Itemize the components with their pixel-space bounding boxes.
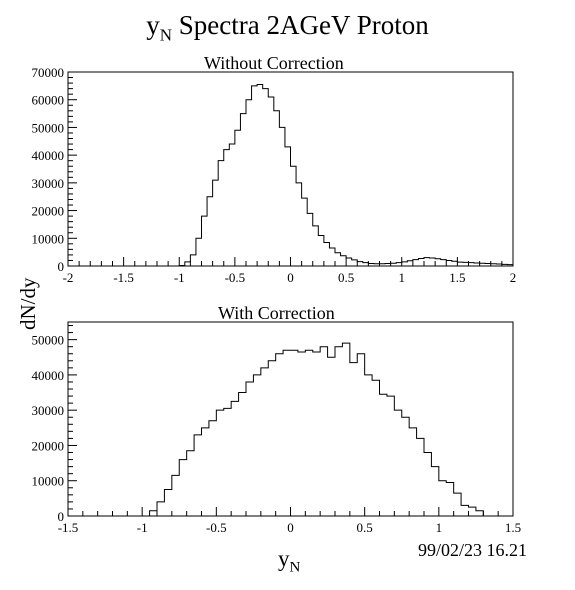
top-y-tick-label: 40000 <box>32 148 65 163</box>
top-x-tick-label: -1.5 <box>113 270 134 285</box>
bottom-frame <box>67 321 514 517</box>
figure-title: yN Spectra 2AGeV Proton <box>146 10 429 45</box>
bottom-panel-title: With Correction <box>218 303 335 323</box>
bottom-x-tick-label: 1 <box>436 520 443 535</box>
top-x-tick-label: 0.5 <box>338 270 354 285</box>
timestamp: 99/02/23 16.21 <box>418 540 528 560</box>
bottom-x-tick-label: 1.5 <box>505 520 521 535</box>
top-histogram-panel: -2 -1.5 -1 -0.5 0 0.5 1 1.5 2 0 10000 20000 30000 400… <box>32 65 517 285</box>
top-x-tick-label: -1 <box>174 270 185 285</box>
bottom-x-tick-label: 0.5 <box>357 520 373 535</box>
bottom-x-tick-label: 0 <box>287 520 294 535</box>
bottom-y-tick-label: 50000 <box>32 333 65 348</box>
top-y-tick-label: 50000 <box>32 120 65 135</box>
bottom-y-tick-label: 40000 <box>32 368 65 383</box>
top-x-tick-label: 1 <box>399 270 406 285</box>
bottom-x-tick-label: -0.5 <box>206 520 227 535</box>
bottom-y-tick-label: 10000 <box>32 474 65 489</box>
bottom-histogram-panel: -1.5 -1 -0.5 0 0.5 1 1.5 0 10000 20000 30000 40000 5… <box>32 321 521 535</box>
top-x-tick-label: 2 <box>510 270 517 285</box>
top-x-tick-label: -2 <box>63 270 74 285</box>
top-y-tick-label: 10000 <box>32 231 65 246</box>
bottom-x-tick-label: -1.5 <box>58 520 79 535</box>
bottom-x-tick-label: -1 <box>137 520 148 535</box>
top-panel-title: Without Correction <box>204 53 344 73</box>
top-y-tick-label: 0 <box>58 259 65 274</box>
top-x-tick-label: 0 <box>287 270 294 285</box>
top-x-tick-label: -0.5 <box>225 270 246 285</box>
top-x-tick-label: 1.5 <box>449 270 465 285</box>
top-frame <box>67 71 514 267</box>
top-y-tick-label: 70000 <box>32 65 65 80</box>
bottom-histogram-line <box>68 342 513 517</box>
bottom-y-tick-label: 0 <box>58 509 65 524</box>
top-y-tick-label: 20000 <box>32 204 65 219</box>
top-y-tick-label: 60000 <box>32 93 65 108</box>
top-histogram-line <box>68 83 513 267</box>
bottom-y-tick-label: 20000 <box>32 438 65 453</box>
top-y-tick-label: 30000 <box>32 176 65 191</box>
bottom-y-tick-label: 30000 <box>32 403 65 418</box>
y-axis-label: dN/dy <box>16 277 40 331</box>
x-axis-label: yN <box>278 546 301 576</box>
